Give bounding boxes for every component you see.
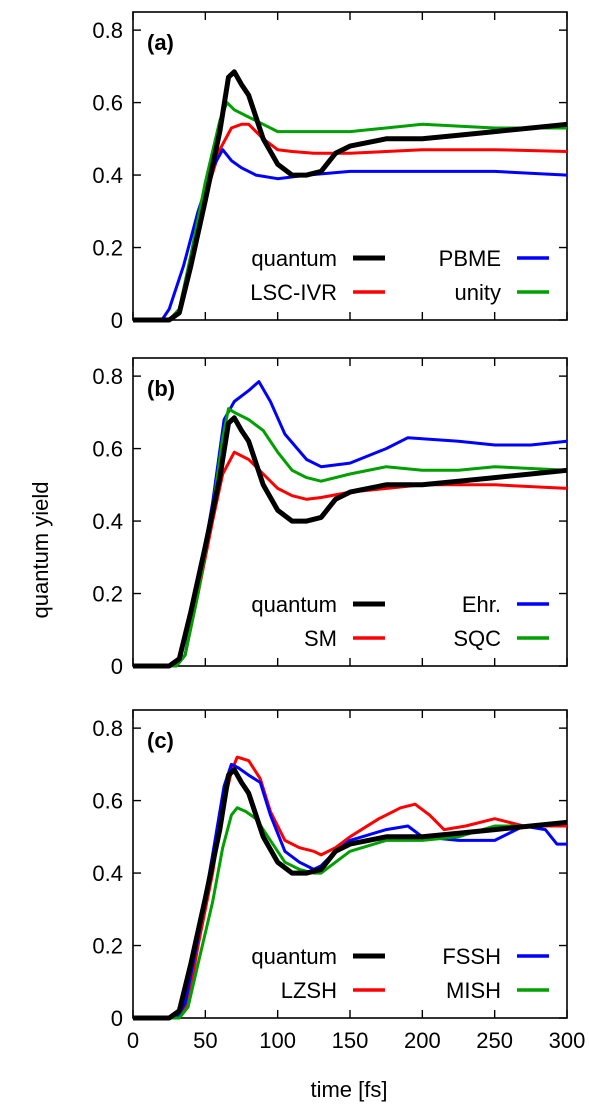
legend-label: MISH — [446, 978, 501, 1003]
y-tick-label: 0.6 — [92, 91, 123, 116]
panel-2: 0 0.2 0.4 0.6 0.8 (b) quantum SM Ehr. SQC — [92, 357, 568, 679]
x-tick-label: 200 — [404, 1028, 441, 1053]
series-line-quantum — [133, 415, 568, 669]
legend-label: LZSH — [281, 978, 337, 1003]
series-line-ehr- — [133, 380, 568, 668]
y-tick-label: 0 — [111, 654, 123, 679]
legend-label: unity — [455, 280, 501, 305]
x-tick-label: 100 — [259, 1028, 296, 1053]
x-tick-label: 0 — [127, 1028, 139, 1053]
legend-label: Ehr. — [462, 592, 501, 617]
legend-label: quantum — [251, 592, 337, 617]
legend-label: quantum — [251, 246, 337, 271]
series-line-fssh — [133, 762, 567, 1020]
y-axis-label: quantum yield — [28, 482, 53, 619]
x-tick-label: 150 — [332, 1028, 369, 1053]
panel-label: (b) — [147, 376, 175, 401]
y-tick-label: 0.4 — [92, 861, 123, 886]
x-tick-label: 250 — [476, 1028, 513, 1053]
y-tick-label: 0.4 — [92, 163, 123, 188]
y-tick-label: 0 — [111, 308, 123, 333]
x-tick-label: 50 — [193, 1028, 217, 1053]
series-line-lzsh — [133, 755, 567, 1020]
legend-label: SM — [304, 626, 337, 651]
y-tick-label: 0.8 — [92, 716, 123, 741]
y-tick-label: 0.2 — [92, 582, 123, 607]
y-tick-label: 0.6 — [92, 437, 123, 462]
x-axis-label: time [fs] — [310, 1077, 387, 1102]
y-tick-label: 0 — [111, 1006, 123, 1031]
y-tick-label: 0.4 — [92, 509, 123, 534]
panel-1: 0 0.2 0.4 0.6 0.8 (a) quantum LSC-IVR PBME unity — [92, 11, 568, 333]
y-tick-label: 0.2 — [92, 236, 123, 261]
legend-label: PBME — [439, 246, 501, 271]
y-tick-label: 0.8 — [92, 18, 123, 43]
y-tick-label: 0.6 — [92, 789, 123, 814]
series-line-sqc — [133, 407, 568, 668]
series-line-quantum — [133, 69, 568, 323]
x-tick-label: 300 — [549, 1028, 586, 1053]
panel-3: 0 0.2 0.4 0.6 0.8 0 50 100 150 200 250 300 (c) quantu… — [92, 709, 586, 1053]
series-line-pbme — [133, 148, 568, 322]
y-tick-label: 0.2 — [92, 934, 123, 959]
y-tick-label: 0.8 — [92, 364, 123, 389]
legend-label: quantum — [251, 944, 337, 969]
plot-frame — [132, 709, 568, 1019]
panel-label: (a) — [147, 30, 174, 55]
series-line-sm — [133, 450, 568, 668]
legend-label: FSSH — [442, 944, 501, 969]
series-line-quantum — [133, 767, 568, 1021]
plot-frame — [132, 11, 568, 321]
series-line-unity — [133, 101, 567, 322]
legend-label: SQC — [453, 626, 501, 651]
panel-label: (c) — [147, 728, 174, 753]
legend-label: LSC-IVR — [250, 280, 337, 305]
plot-frame — [132, 357, 568, 667]
series-line-mish — [133, 806, 568, 1020]
panels: 00.20.40.60.8 (a)quantumLSC-IVRPBMEunity0… — [92, 11, 586, 1053]
